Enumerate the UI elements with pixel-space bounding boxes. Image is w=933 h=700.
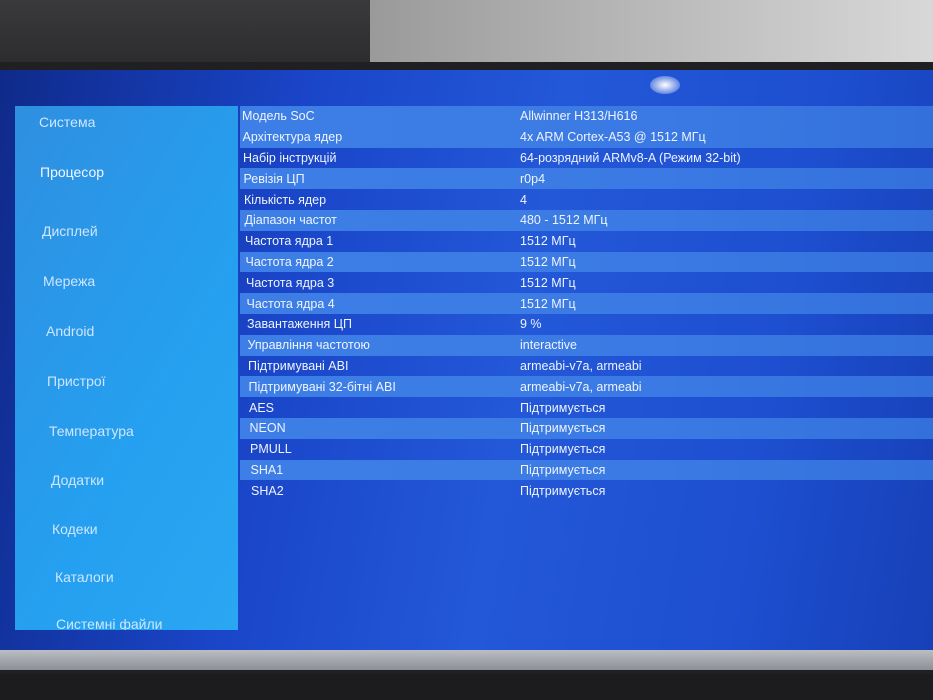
row-value: Підтримується: [520, 442, 606, 457]
table-row: Архітектура ядер 4x ARM Cortex-A53 @ 1512…: [240, 126, 933, 148]
table-row: Частота ядра 2 1512 МГц: [240, 251, 933, 273]
row-value: Підтримується: [520, 421, 606, 436]
sidebar-item[interactable]: Додатки: [51, 472, 105, 488]
table-row: Частота ядра 1 1512 МГц: [240, 231, 933, 252]
row-key: Частота ядра 4: [246, 296, 335, 311]
row-key: AES: [249, 400, 275, 415]
row-key: Частота ядра 2: [245, 254, 334, 269]
cpu-info-table: Модель SoC Allwinner H313/H616 Архітектура…: [240, 106, 933, 501]
sidebar-item[interactable]: Системні файли: [56, 616, 163, 630]
row-key: PMULL: [250, 442, 292, 457]
row-value: armeabi-v7a, armeabi: [520, 358, 642, 373]
row-value: Підтримується: [520, 483, 606, 498]
sidebar-item[interactable]: Система: [39, 114, 96, 130]
row-key: NEON: [249, 421, 286, 436]
row-key: Управління частотою: [247, 338, 370, 353]
table-row: PMULL Підтримується: [240, 439, 933, 460]
row-value: 480 - 1512 МГц: [520, 213, 608, 228]
table-row: Управління частотою interactive: [240, 334, 933, 356]
sidebar-item[interactable]: Каталоги: [55, 569, 114, 585]
row-value: 1512 МГц: [520, 254, 576, 269]
row-key: SHA1: [250, 462, 284, 477]
table-row: NEON Підтримується: [240, 417, 933, 439]
row-value: 1512 МГц: [520, 296, 576, 311]
row-key: Діапазон частот: [244, 213, 337, 228]
row-value: 64-розрядний ARMv8-A (Режим 32-bit): [520, 150, 741, 165]
table-row: AES Підтримується: [240, 397, 933, 418]
sidebar-item[interactable]: Дисплей: [42, 223, 98, 239]
table-row: Частота ядра 4 1512 МГц: [240, 293, 933, 314]
table-row: Набір інструкцій 64-розрядний ARMv8-A (Ре…: [240, 148, 933, 169]
tv-screen: Система Процесор Дисплей Мережа Android Прист…: [0, 70, 933, 650]
sidebar-item[interactable]: Температура: [49, 423, 134, 439]
row-key: Кількість ядер: [244, 192, 327, 207]
table-row: Частота ядра 3 1512 МГц: [240, 272, 933, 293]
row-value: 1512 МГц: [520, 275, 576, 290]
row-key: Завантаження ЦП: [247, 317, 352, 332]
row-key: Модель SoC: [242, 109, 315, 124]
sidebar-item[interactable]: Пристрої: [47, 373, 106, 389]
table-row: Підтримувані ABI armeabi-v7a, armeabi: [240, 356, 933, 377]
table-row: Завантаження ЦП 9 %: [240, 314, 933, 335]
table-row: Кількість ядер 4: [240, 189, 933, 210]
row-key: Архітектура ядер: [242, 130, 343, 145]
row-key: SHA2: [251, 483, 284, 498]
row-value: interactive: [520, 338, 577, 353]
row-key: Набір інструкцій: [243, 150, 337, 165]
row-value: Allwinner H313/H616: [520, 109, 638, 124]
row-key: Підтримувані ABI: [248, 358, 349, 373]
table-row: Модель SoC Allwinner H313/H616: [240, 106, 933, 127]
sidebar-item[interactable]: Мережа: [43, 273, 96, 289]
row-key: Ревізія ЦП: [243, 171, 305, 186]
sidebar-item[interactable]: Кодеки: [52, 521, 98, 537]
row-value: 4x ARM Cortex-A53 @ 1512 МГц: [520, 130, 706, 145]
row-key: Частота ядра 3: [246, 275, 335, 290]
table-row: Підтримувані 32-бітні ABI armeabi-v7a, ar…: [240, 376, 933, 398]
row-value: 1512 МГц: [520, 234, 576, 249]
row-key: Підтримувані 32-бітні ABI: [248, 379, 396, 394]
sidebar-item[interactable]: Android: [46, 323, 95, 339]
row-value: Підтримується: [520, 462, 606, 477]
row-value: r0p4: [520, 171, 546, 186]
tv-stand: [0, 648, 933, 670]
table-row: SHA1 Підтримується: [240, 459, 933, 481]
row-value: armeabi-v7a, armeabi: [520, 379, 642, 394]
row-key: Частота ядра 1: [245, 234, 334, 249]
sidebar-item[interactable]: Процесор: [40, 164, 105, 180]
screen-glare: [650, 76, 680, 94]
row-value: 4: [520, 192, 527, 207]
table-row: Ревізія ЦП r0p4: [240, 168, 933, 190]
table-row: SHA2 Підтримується: [240, 480, 933, 501]
background-wall: [370, 0, 933, 62]
table-row: Діапазон частот 480 - 1512 МГц: [240, 209, 933, 231]
row-value: 9 %: [520, 317, 542, 332]
row-value: Підтримується: [520, 400, 606, 415]
sidebar: Система Процесор Дисплей Мережа Android Прист…: [15, 106, 238, 630]
